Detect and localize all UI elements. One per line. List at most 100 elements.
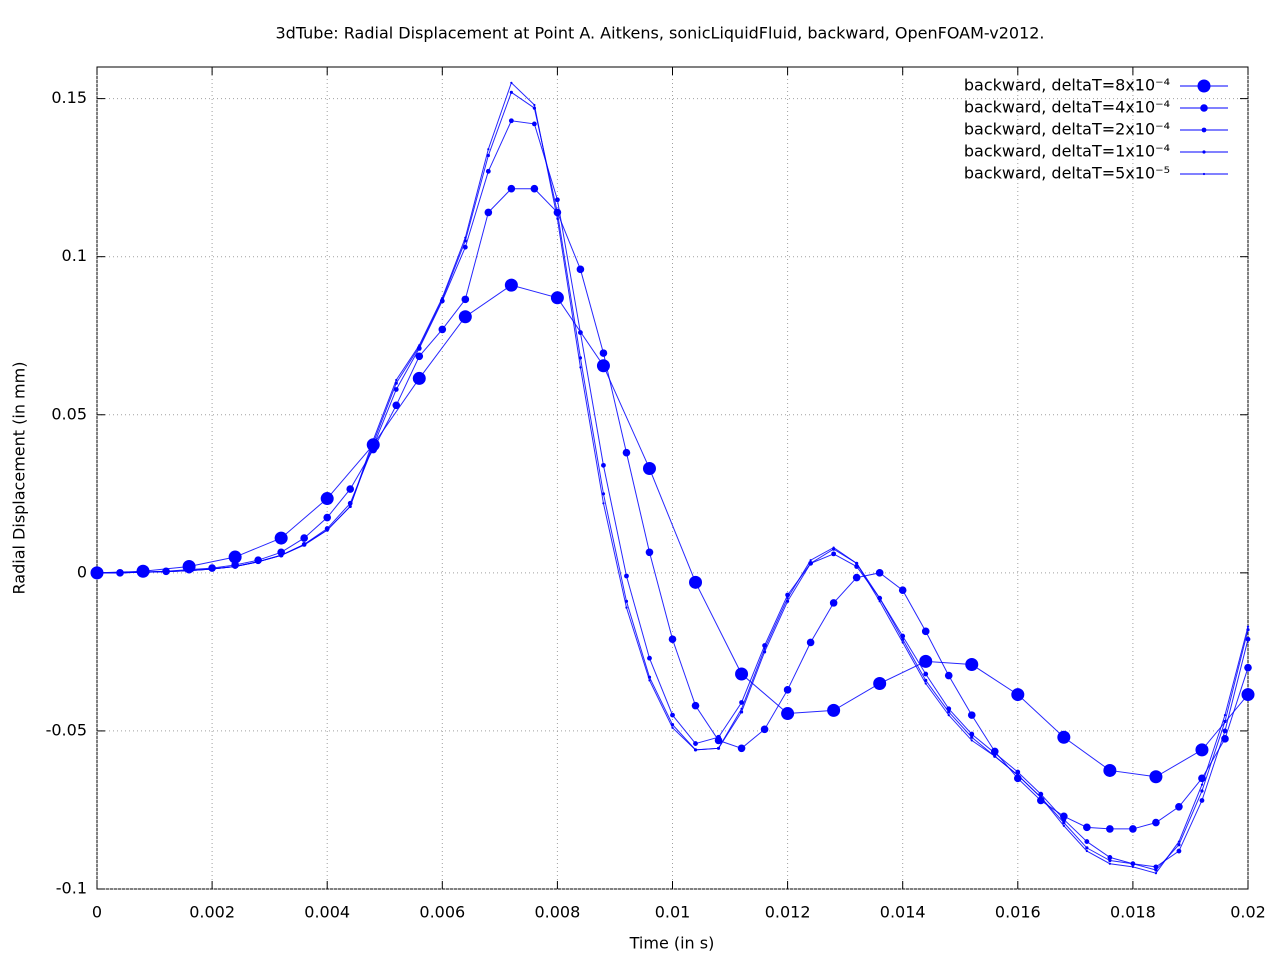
data-point — [786, 597, 789, 600]
data-point — [346, 485, 355, 493]
data-point — [1149, 770, 1163, 784]
data-point — [412, 371, 426, 385]
data-point — [901, 641, 904, 644]
data-point — [1246, 625, 1250, 628]
data-point — [624, 573, 629, 579]
data-point — [1223, 714, 1227, 717]
data-point — [1175, 803, 1183, 811]
data-point — [1016, 774, 1019, 777]
data-point — [349, 505, 352, 508]
data-point — [829, 599, 838, 607]
series-line — [96, 284, 1249, 778]
data-point — [740, 707, 743, 710]
data-point — [716, 734, 721, 740]
data-point — [668, 635, 677, 644]
data-point — [739, 700, 744, 705]
data-point — [1199, 798, 1205, 803]
data-point — [970, 739, 973, 742]
data-point — [878, 600, 881, 603]
data-point — [1038, 791, 1044, 797]
data-point — [280, 554, 283, 557]
data-point — [441, 296, 444, 299]
data-point — [809, 561, 813, 565]
data-point — [415, 352, 424, 361]
x-tick-label: 0.008 — [534, 903, 580, 922]
data-point — [763, 647, 766, 650]
data-point — [1106, 825, 1114, 833]
data-point — [1057, 730, 1071, 744]
data-point — [921, 627, 930, 636]
data-point — [671, 726, 674, 729]
data-point — [878, 596, 882, 600]
data-point — [970, 735, 974, 739]
x-tick-label: 0.002 — [189, 903, 235, 922]
x-tick-label: 0.016 — [995, 903, 1041, 922]
data-point — [303, 543, 306, 546]
data-point — [464, 236, 467, 239]
data-point — [691, 701, 700, 710]
data-point — [95, 571, 99, 574]
legend-label: backward, deltaT=2x10⁻⁴ — [964, 120, 1170, 139]
data-point — [1107, 854, 1113, 860]
data-point — [486, 153, 490, 158]
data-point — [1015, 769, 1021, 775]
data-point — [967, 711, 976, 719]
chart-title: 3dTube: Radial Displacement at Point A. … — [275, 24, 1044, 43]
x-tick-label: 0.018 — [1110, 903, 1156, 922]
y-tick-label: 0 — [77, 562, 87, 581]
data-point — [1222, 728, 1228, 734]
data-point — [1062, 821, 1066, 825]
x-tick-label: 0.02 — [1230, 903, 1266, 922]
data-point — [873, 677, 887, 690]
data-point — [806, 638, 815, 647]
data-point — [1200, 783, 1204, 786]
data-point — [898, 586, 907, 595]
plot-frame — [96, 66, 1249, 890]
x-tick-label: 0.014 — [880, 903, 926, 922]
data-point — [622, 448, 631, 457]
data-point — [1241, 688, 1255, 702]
data-point — [1011, 688, 1025, 702]
legend-label: backward, deltaT=1x10⁻⁴ — [964, 142, 1170, 161]
series-line — [97, 188, 1249, 830]
x-tick-label: 0.004 — [304, 903, 350, 922]
data-point — [601, 492, 606, 496]
data-point — [735, 667, 749, 681]
data-point — [458, 310, 472, 324]
data-point — [947, 714, 950, 717]
data-point — [602, 502, 605, 505]
legend-label: backward, deltaT=5x10⁻⁵ — [964, 164, 1170, 183]
data-point — [418, 344, 421, 347]
data-point — [1200, 789, 1204, 793]
data-point — [555, 197, 560, 203]
data-point — [576, 265, 585, 274]
data-point — [393, 387, 399, 392]
data-point — [947, 710, 951, 714]
series — [95, 81, 1250, 875]
data-point — [1083, 823, 1091, 832]
data-point — [992, 750, 998, 756]
data-point — [1129, 825, 1137, 833]
data-point — [1084, 839, 1090, 844]
data-point — [510, 81, 513, 84]
data-point — [919, 654, 933, 668]
legend-marker — [1197, 79, 1211, 93]
data-point — [504, 278, 518, 292]
data-point — [1154, 868, 1158, 872]
data-point — [1223, 719, 1227, 724]
data-point — [141, 571, 145, 574]
data-point — [274, 531, 288, 545]
data-point — [164, 570, 168, 573]
data-point — [1177, 840, 1181, 843]
data-point — [323, 513, 332, 522]
y-tick-label: -0.05 — [46, 720, 87, 739]
data-point — [601, 462, 606, 468]
data-point — [320, 492, 334, 506]
data-point — [461, 295, 470, 304]
x-tick-label: 0.01 — [655, 903, 691, 922]
data-point — [670, 712, 675, 718]
data-point — [395, 378, 398, 382]
data-point — [187, 569, 191, 572]
series-line — [97, 91, 1249, 871]
data-point — [944, 671, 953, 680]
